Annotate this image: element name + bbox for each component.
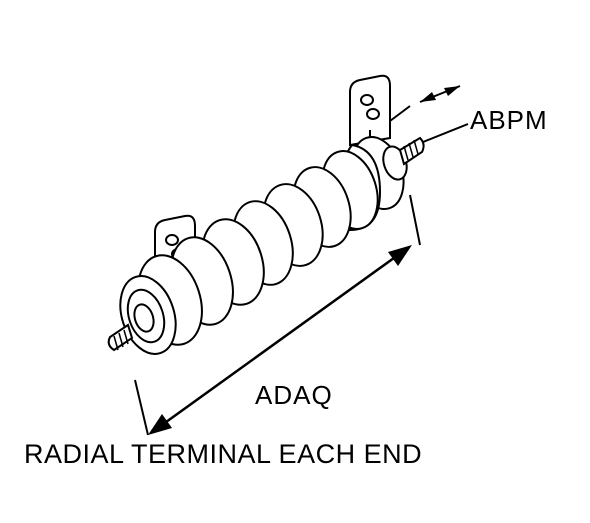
- resistor-body: [109, 76, 424, 361]
- technical-diagram: ABPM ADAQ RADIAL TERMINAL EACH END: [0, 0, 590, 518]
- abpm-dimension-arrow: [382, 86, 468, 148]
- adaq-label: ADAQ: [255, 380, 333, 411]
- left-threaded-stud: [109, 325, 132, 350]
- abpm-label: ABPM: [470, 105, 548, 136]
- diagram-title: RADIAL TERMINAL EACH END: [24, 439, 422, 470]
